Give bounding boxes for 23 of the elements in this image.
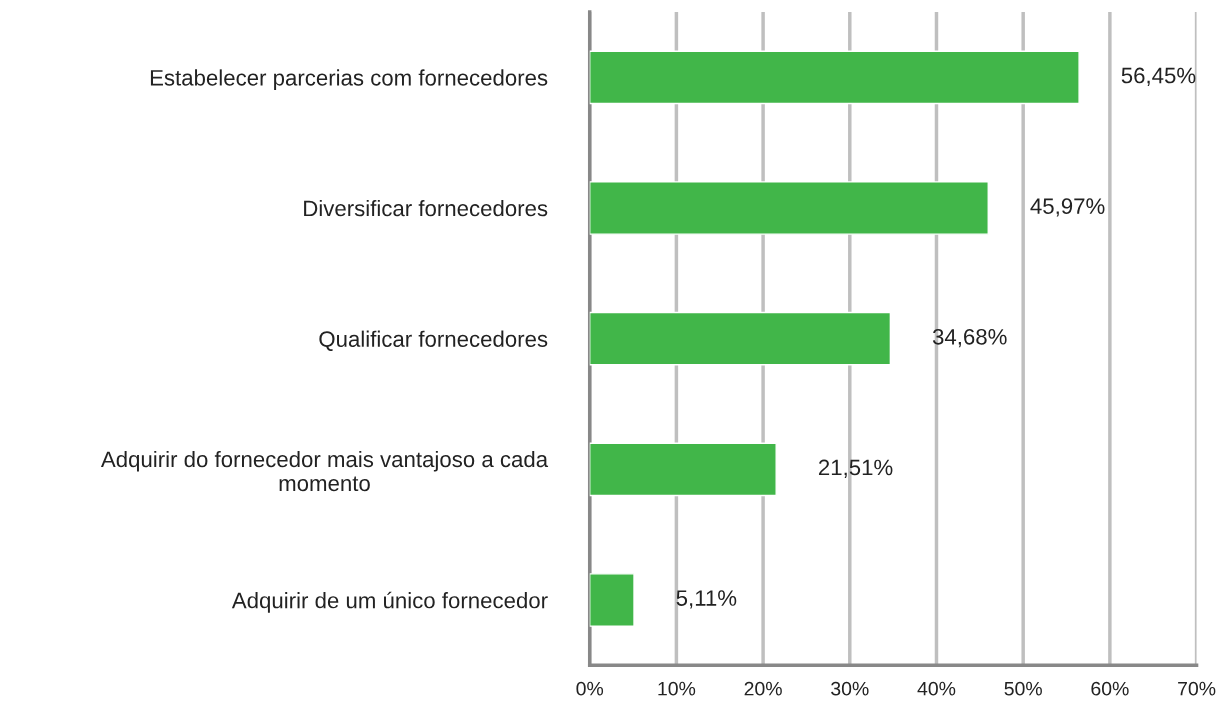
bar xyxy=(589,573,635,627)
y-tick-label: Diversificar fornecedores xyxy=(304,199,548,217)
x-tick-label: 50% xyxy=(1004,681,1042,696)
y-tick-label: Adquirir de um único fornecedor xyxy=(231,591,548,613)
y-tick-label: Qualificar fornecedores xyxy=(319,330,548,351)
data-label: 56,45% xyxy=(1121,67,1196,86)
x-tick-label: 10% xyxy=(658,681,696,696)
bar xyxy=(589,50,1080,105)
x-tick-label: 40% xyxy=(917,681,956,696)
bar xyxy=(589,311,892,366)
x-tick-label: 30% xyxy=(831,681,869,696)
bar xyxy=(589,181,989,235)
y-tick-label: Adquirir do fornecedor mais vantajoso a cada momento xyxy=(100,450,549,492)
data-label: 21,51% xyxy=(818,459,893,478)
x-tick-label: 60% xyxy=(1091,681,1129,696)
x-tick-label: 0% xyxy=(576,681,604,696)
data-label: 45,97% xyxy=(1030,198,1105,217)
bar xyxy=(589,442,777,497)
x-tick-label: 70% xyxy=(1178,681,1216,696)
data-label: 5,11% xyxy=(676,590,737,609)
x-tick-label: 20% xyxy=(744,681,782,696)
data-label: 34,68% xyxy=(932,328,1007,348)
y-tick-label: Estabelecer parcerias com fornecedores xyxy=(150,69,548,91)
